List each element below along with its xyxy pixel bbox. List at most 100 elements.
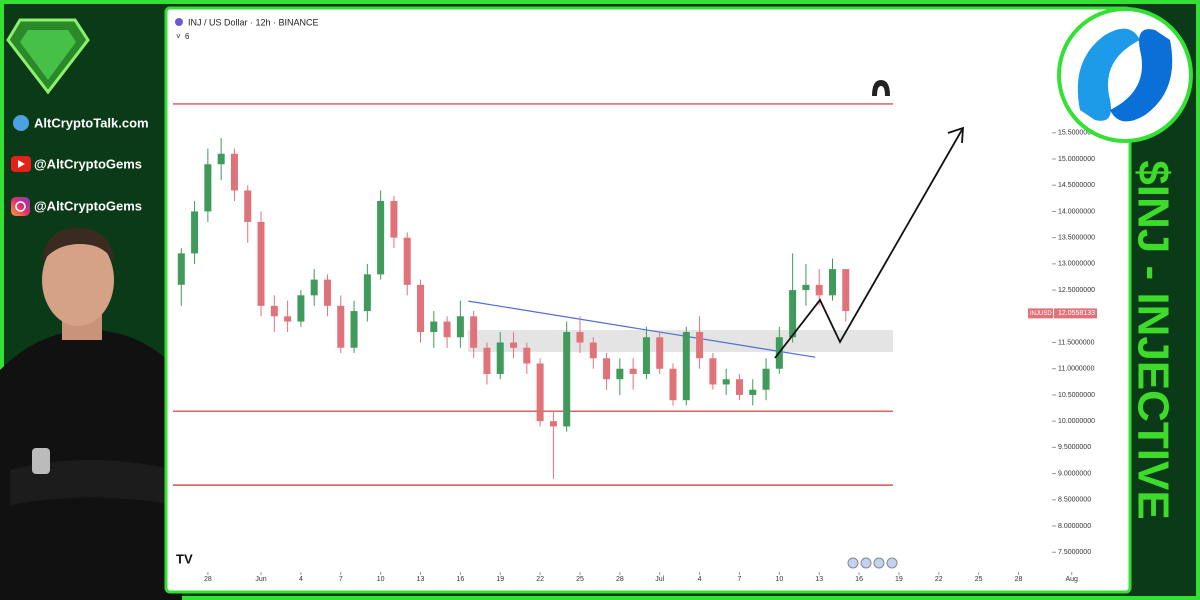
- chevron: ˅: [176, 32, 181, 41]
- x-tick-label: 4: [299, 576, 303, 583]
- candle-body: [377, 200, 385, 275]
- y-tick-label: 9.0000000: [1058, 470, 1091, 477]
- y-tick-label: 14.0000000: [1058, 208, 1095, 215]
- x-tick-label: 28: [616, 576, 624, 583]
- chart-panel: [164, 6, 1132, 594]
- candle-body: [456, 316, 464, 338]
- x-tick-label: Aug: [1065, 576, 1078, 583]
- x-tick-label: 13: [815, 576, 823, 583]
- candle-body: [762, 368, 770, 390]
- candle-body: [390, 200, 398, 238]
- magnet-icon: [872, 80, 890, 96]
- x-tick-label: 19: [895, 576, 903, 583]
- y-tick-label: 13.5000000: [1058, 234, 1095, 241]
- candle-body: [323, 279, 331, 306]
- x-tick-label: 10: [377, 576, 385, 583]
- candle-body: [310, 279, 318, 296]
- supply-zone: [468, 329, 893, 352]
- candle-body: [789, 290, 797, 338]
- y-tick-label: 15.0000000: [1058, 156, 1095, 163]
- candle-body: [656, 337, 664, 369]
- candle-body: [735, 379, 743, 395]
- brand-logo: [6, 18, 90, 95]
- price-tag-bg: [1054, 308, 1097, 319]
- x-tick-label: 19: [496, 576, 504, 583]
- candle-body: [815, 284, 823, 296]
- candle-body: [470, 316, 478, 348]
- candle-body: [417, 284, 425, 333]
- candle-body: [722, 379, 730, 385]
- candle-body: [204, 164, 212, 212]
- projection-arrow: [774, 127, 964, 359]
- y-tick-label: 10.5000000: [1058, 392, 1095, 399]
- website: AltCryptoTalk.com: [34, 115, 149, 130]
- y-tick-label: 14.5000000: [1058, 182, 1095, 189]
- candle-body: [629, 368, 637, 374]
- y-tick-label: 8.5000000: [1058, 497, 1091, 504]
- indicator-count: 6: [185, 32, 190, 41]
- candle-body: [536, 363, 544, 422]
- candle-body: [244, 190, 252, 222]
- plot: 7.5000000 8.0000000 8.5000000 9.0000000 9.50…: [173, 103, 1097, 583]
- candle-body: [443, 321, 451, 338]
- candle-body: [828, 269, 836, 296]
- y-tick-label: 8.0000000: [1058, 523, 1091, 530]
- candle-body: [284, 316, 292, 322]
- candle-body: [603, 358, 611, 380]
- y-tick-label: 12.5000000: [1058, 287, 1095, 294]
- x-tick-label: 28: [1015, 576, 1023, 583]
- candle-body: [669, 368, 677, 401]
- chart-title: INJ / US Dollar · 12h · BINANCE: [188, 17, 319, 27]
- candle-body: [257, 221, 265, 306]
- headline: $INJ - INJECTIVE: [1128, 160, 1177, 519]
- website-icon: [13, 115, 29, 131]
- x-tick-label: 28: [204, 576, 212, 583]
- y-tick-label: 11.5000000: [1058, 339, 1095, 346]
- x-tick-label: Jun: [255, 576, 266, 583]
- last-price: 12.0558133: [1058, 310, 1095, 317]
- x-tick-label: 22: [536, 576, 544, 583]
- x-tick-label: 7: [339, 576, 343, 583]
- y-tick-label: 13.0000000: [1058, 261, 1095, 268]
- symbol-tag-bg: [1028, 308, 1053, 319]
- presenter: [0, 227, 182, 600]
- symbol-icon: [175, 18, 183, 26]
- candle-body: [230, 153, 238, 191]
- candle-body: [297, 295, 305, 322]
- candle-body: [842, 269, 850, 312]
- event-flags: [847, 557, 898, 569]
- candle-body: [616, 368, 624, 380]
- candle-body: [576, 332, 584, 343]
- candle-body: [696, 332, 704, 359]
- y-tick-label: 11.0000000: [1058, 366, 1095, 373]
- y-tick-label: 7.5000000: [1058, 549, 1091, 556]
- x-tick-label: 16: [855, 576, 863, 583]
- x-tick-label: 25: [975, 576, 983, 583]
- x-tick-label: Jul: [655, 576, 664, 583]
- candle-body: [709, 358, 717, 385]
- candle-body: [749, 389, 757, 395]
- candle-body: [642, 337, 650, 374]
- candle-body: [549, 421, 557, 427]
- x-tick-label: 13: [417, 576, 425, 583]
- instagram-handle: @AltCryptoGems: [34, 198, 142, 213]
- candle-body: [337, 305, 345, 348]
- x-tick-label: 7: [738, 576, 742, 583]
- x-tick-label: 25: [576, 576, 584, 583]
- instagram-icon: [11, 197, 30, 216]
- candle-body: [510, 342, 518, 348]
- trendline: [468, 300, 816, 358]
- y-tick-label: 9.5000000: [1058, 444, 1091, 451]
- candle-body: [177, 253, 185, 285]
- y-tick-label: 15.5000000: [1058, 130, 1095, 137]
- tv-logo: TV: [176, 551, 193, 566]
- arrow-head: [947, 126, 964, 144]
- candle-body: [270, 305, 278, 317]
- symbol-tag: INJUSD: [1030, 311, 1052, 317]
- x-tick-label: 4: [698, 576, 702, 583]
- candle-body: [430, 321, 438, 333]
- y-tick-label: 10.0000000: [1058, 418, 1095, 425]
- candle-body: [589, 342, 597, 359]
- candle-body: [363, 274, 371, 312]
